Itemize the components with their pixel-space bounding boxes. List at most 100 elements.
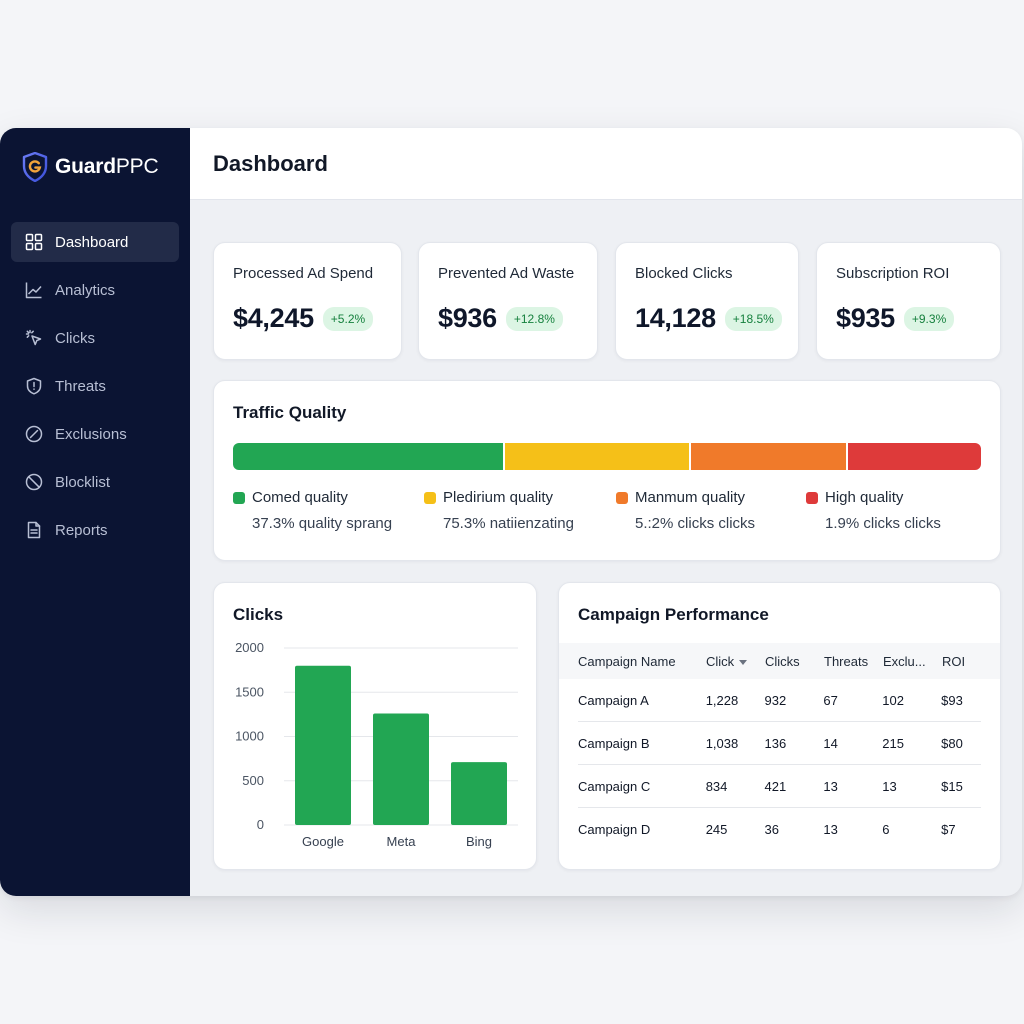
change-badge: +12.8% [505,306,563,331]
legend-item-2: Manmum quality 5.:2% clicks clicks [616,489,755,532]
x-tick-label: Bing [466,834,492,849]
y-tick-label: 2000 [235,640,264,655]
cell-clicks: 932 [764,692,787,708]
bar-bing[interactable] [451,762,507,825]
cell-clicks: 136 [764,735,787,751]
table-row[interactable]: Campaign C 834 421 13 13 $15 [578,765,981,808]
table-row[interactable]: Campaign D 245 36 13 6 $7 [578,808,981,851]
cell-roi: $7 [941,822,956,837]
sidebar-item-analytics[interactable]: Analytics [11,270,179,310]
cell-exclusions: 6 [882,822,890,837]
bar-meta[interactable] [373,713,429,825]
legend-detail: 5.:2% clicks clicks [635,515,756,532]
legend-item-3: High quality 1.9% clicks clicks [806,489,941,532]
main-area: Dashboard Processed Ad Spend $4,245 +5.2… [190,128,1022,896]
column-header-threats[interactable]: Threats [824,653,869,669]
card-title: Campaign Performance [578,605,769,624]
cell-campaign-name: Campaign D [578,822,651,837]
line-chart-icon [25,281,43,299]
sidebar-nav: Dashboard Analytics Clicks Threats [0,222,190,550]
clicks-bar-chart: 0 500 1000 1500 2000 Google Meta Bing [235,640,518,849]
sidebar-item-dashboard[interactable]: Dashboard [11,222,179,262]
cell-roi: $80 [941,735,963,751]
column-header-campaign-name[interactable]: Campaign Name [578,653,676,669]
cell-campaign-name: Campaign A [578,692,649,708]
cell-click: 834 [705,778,728,794]
sidebar-item-threats[interactable]: Threats [11,366,179,406]
cursor-click-icon [25,329,43,347]
change-badge: +9.3% [903,306,955,331]
x-tick-label: Meta [387,834,417,849]
brand[interactable]: GuardPPC [0,150,190,184]
sidebar-item-label: Clicks [55,329,95,347]
change-badge: +18.5% [724,306,782,331]
campaign-table: Campaign Name Click Clicks Threats Exclu… [559,643,1000,851]
legend-swatch [616,491,628,504]
column-header-roi[interactable]: ROI [942,653,966,669]
traffic-segment-2 [688,443,847,470]
legend-swatch [806,491,818,504]
table-header: Campaign Name Click Clicks Threats Exclu… [559,643,1000,679]
sidebar-item-reports[interactable]: Reports [11,510,179,550]
legend-detail: 1.9% clicks clicks [825,515,941,532]
slash-circle-icon [25,425,43,443]
legend-item-0: Comed quality 37.3% quality sprang [233,489,392,532]
y-tick-label: 500 [242,773,264,788]
legend-swatch [424,491,436,504]
column-header-exclusions[interactable]: Exclu... [883,653,926,669]
y-tick-label: 0 [257,817,264,832]
kpi-card-processed-ad-spend[interactable]: Processed Ad Spend $4,245 +5.2% [213,242,402,360]
card-title: Clicks [233,605,284,624]
traffic-segment-1 [503,443,689,470]
table-row[interactable]: Campaign A 1,228 932 67 102 $93 [578,679,981,722]
sidebar-item-label: Dashboard [55,233,129,251]
legend-label: Manmum quality [635,489,746,506]
sidebar-item-blocklist[interactable]: Blocklist [11,462,179,502]
x-tick-label: Google [302,834,344,849]
column-header-label: Click [706,653,735,669]
kpi-label: Subscription ROI [836,265,950,282]
cell-clicks: 421 [764,778,787,794]
legend-detail: 75.3% natiienzating [443,515,574,532]
kpi-card-prevented-ad-waste[interactable]: Prevented Ad Waste $936 +12.8% [418,242,598,360]
column-header-click[interactable]: Click [706,654,765,669]
sidebar-item-label: Blocklist [55,473,111,491]
brand-name: GuardPPC [55,155,159,178]
legend-detail: 37.3% quality sprang [252,515,393,532]
traffic-quality-bar [233,443,981,470]
y-tick-label: 1000 [235,729,264,744]
cell-threats: 14 [823,735,838,751]
document-icon [25,521,43,539]
legend-swatch [233,491,245,504]
cell-clicks: 36 [764,822,780,837]
sidebar: GuardPPC Dashboard Analytics Clicks [0,128,190,896]
topbar: Dashboard [190,128,1022,200]
cell-threats: 67 [823,692,838,708]
kpi-value: $935 [836,303,895,333]
sidebar-item-exclusions[interactable]: Exclusions [11,414,179,454]
cell-exclusions: 215 [882,735,904,751]
kpi-value: $936 [438,303,497,333]
ban-icon [25,473,43,491]
cell-click: 245 [705,822,728,837]
page-title: Dashboard [213,150,328,176]
sidebar-item-label: Threats [55,377,106,395]
sidebar-item-label: Analytics [55,281,116,299]
kpi-card-blocked-clicks[interactable]: Blocked Clicks 14,128 +18.5% [615,242,799,360]
sidebar-item-clicks[interactable]: Clicks [11,318,179,358]
traffic-segment-0 [233,443,504,470]
sidebar-item-label: Reports [55,521,108,539]
column-header-clicks[interactable]: Clicks [765,653,800,669]
kpi-label: Prevented Ad Waste [438,265,575,282]
kpi-card-subscription-roi[interactable]: Subscription ROI $935 +9.3% [816,242,1001,360]
legend-label: Pledirium quality [443,489,554,506]
bar-google[interactable] [295,665,351,825]
table-row[interactable]: Campaign B 1,038 136 14 215 $80 [578,722,981,765]
cell-campaign-name: Campaign B [578,735,650,751]
campaign-performance-card: Campaign Performance Campaign Name Click… [558,582,1001,870]
kpi-value: 14,128 [635,303,716,333]
app-window: GuardPPC Dashboard Analytics Clicks [0,128,1022,896]
kpi-label: Blocked Clicks [635,265,733,282]
kpi-value: $4,245 [233,303,314,333]
clicks-chart-card: Clicks 0 500 1000 1500 2000 Google Meta Bing [213,582,537,870]
